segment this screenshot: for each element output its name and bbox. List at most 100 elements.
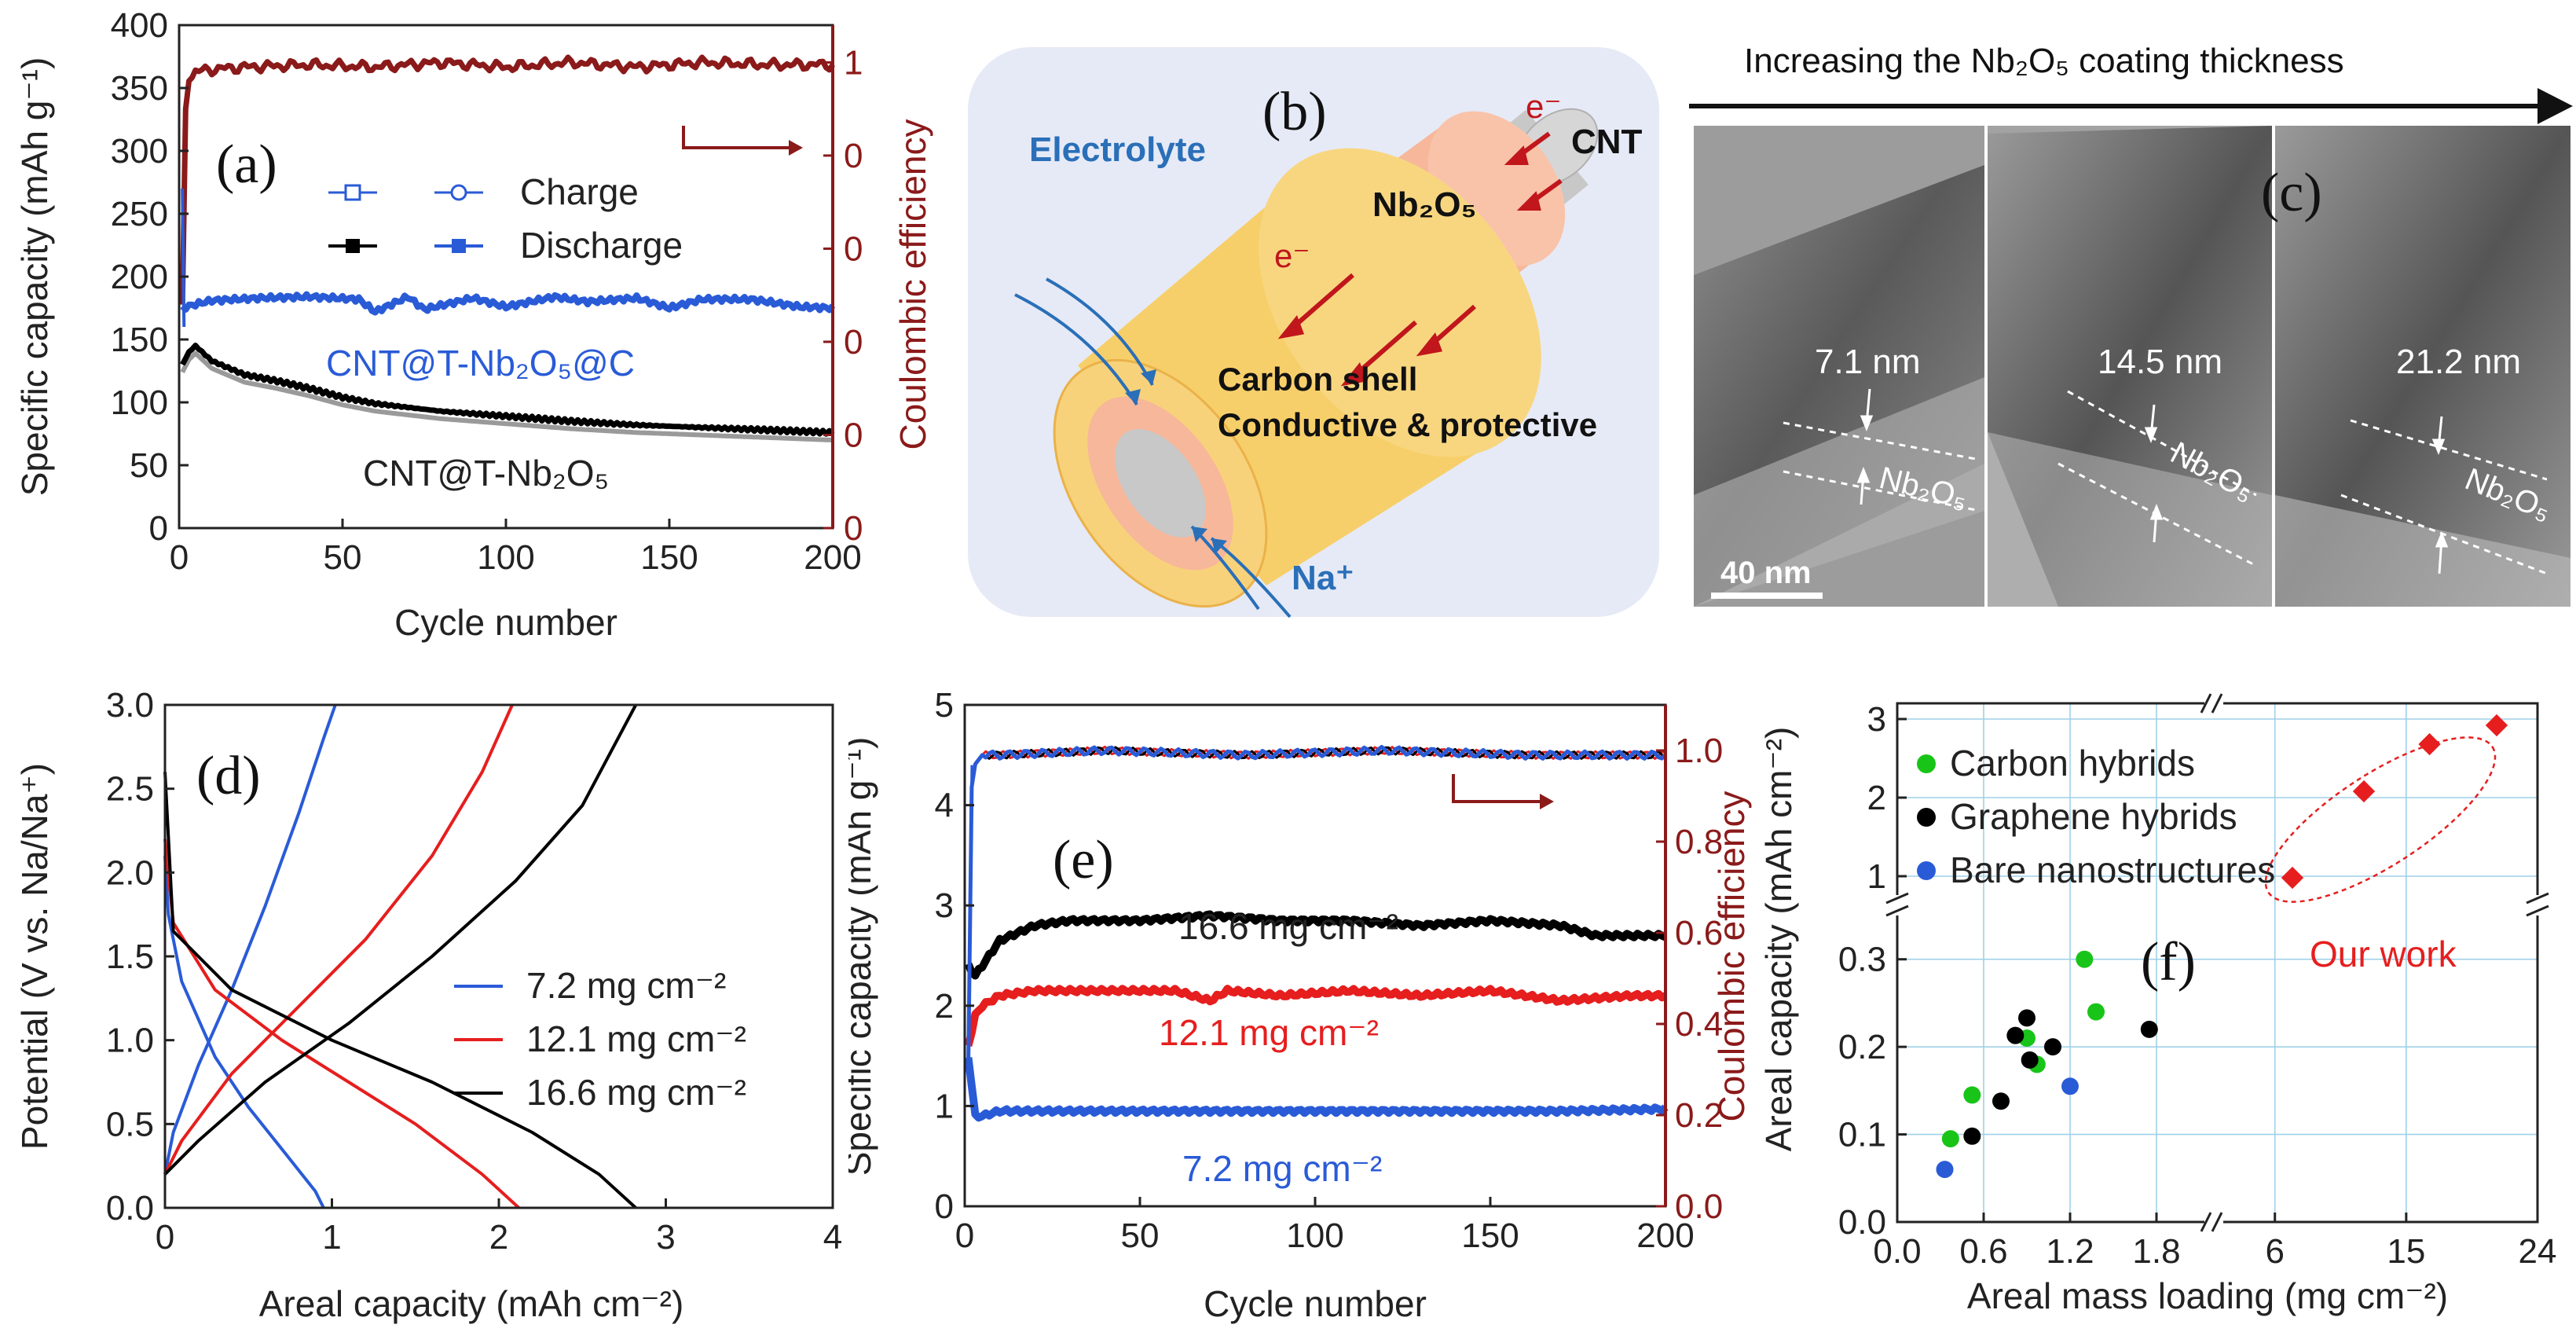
panel-d-xtick-label: 3 xyxy=(656,1218,675,1257)
electrolyte-label: Electrolyte xyxy=(1029,130,1206,169)
legend-charge-marker-1 xyxy=(344,184,361,201)
panel-a-ylabel: Specific capacity (mAh g⁻¹) xyxy=(14,57,55,497)
panel-d-xtick-label: 1 xyxy=(322,1218,341,1257)
panel-e-series-1 xyxy=(964,985,1668,1047)
legend-carbon-marker xyxy=(1917,754,1936,773)
nb2o5-label: Nb₂O₅ xyxy=(1372,185,1477,224)
panel-f-xtick-label: 1.2 xyxy=(2046,1232,2094,1271)
panel-f-our-work-point xyxy=(2485,714,2508,737)
panel-e-ytick-right-label: 0.6 xyxy=(1675,914,1723,952)
tem-thickness-2: 14.5 nm xyxy=(2098,343,2222,381)
panel-f-xlabel: Areal mass loading (mg cm⁻²) xyxy=(1967,1275,2448,1316)
panel-e-arrow-head xyxy=(1540,794,1554,809)
panel-e-label: (e) xyxy=(1053,830,1114,890)
panel-f-point-1 xyxy=(2140,1020,2158,1038)
panel-f-ytick-label: 2 xyxy=(1867,779,1886,817)
panel-d-series-1 xyxy=(163,704,337,1175)
panel-a-ticks: 0 50 100 150 200 0 50 100 150 200 250 300 350 400 0.0 0… xyxy=(111,6,864,577)
panel-e-xtick-label: 200 xyxy=(1636,1216,1694,1255)
panel-e-ytick-label: 4 xyxy=(935,787,954,825)
panel-f-ytick-label: 1 xyxy=(1867,857,1886,896)
panel-a-annotation-uncoated: CNT@T-Nb₂O₅ xyxy=(363,453,609,494)
panel-f-point-1 xyxy=(2006,1026,2025,1044)
panel-d-ytick-label: 1.0 xyxy=(106,1022,154,1060)
panel-e-ytick-right-label: 1.0 xyxy=(1675,732,1723,770)
panel-b-diagram: (b) Electrolyte Nb₂O₅ CNT e⁻ e⁻ Carbon s… xyxy=(968,47,1659,618)
electron-label-shell: e⁻ xyxy=(1274,237,1310,274)
panel-e-xlabel: Cycle number xyxy=(1204,1283,1427,1324)
panel-a-ytick-label: 100 xyxy=(111,383,168,422)
panel-a-ytick-label: 0 xyxy=(149,509,168,548)
panel-f-xtick-label: 0.6 xyxy=(1959,1232,2007,1271)
panel-e-ytick-right-label: 0.2 xyxy=(1675,1096,1723,1135)
our-work-ellipse xyxy=(2264,736,2497,903)
legend-12-1-label: 12.1 mg cm⁻² xyxy=(526,1018,746,1059)
legend-7-2-label: 7.2 mg cm⁻² xyxy=(526,965,726,1006)
panel-f-break-mark xyxy=(2200,693,2212,714)
panel-a-xtick-label: 100 xyxy=(477,538,534,577)
panel-f-xtick-label: 15 xyxy=(2387,1232,2425,1271)
panel-e-chart: 0 50 100 150 200 0 1 2 3 4 5 0.0 0.2 0.4 0.6 0.8 1.0 (e)… xyxy=(848,686,1752,1324)
panel-a-legend: Charge Discharge xyxy=(328,171,683,266)
panel-d-ytick-label: 3.0 xyxy=(106,686,154,725)
legend-bare-marker xyxy=(1917,861,1936,880)
panel-a-uncoated-charge-series xyxy=(180,350,834,442)
legend-charge-label: Charge xyxy=(520,171,639,212)
panel-f-legend: Carbon hybrids Graphene hybrids Bare nan… xyxy=(1917,743,2275,890)
panel-a-ytick-label: 300 xyxy=(111,132,168,171)
legend-bare-label: Bare nanostructures xyxy=(1950,849,2275,890)
panel-a-ytick-label: 350 xyxy=(111,69,168,108)
panel-d-series-4 xyxy=(163,772,637,1209)
panel-a-coated-series xyxy=(180,291,836,316)
panel-f-point-2 xyxy=(2061,1077,2079,1095)
panel-d-series-0 xyxy=(163,855,325,1209)
panel-e-ytick-label: 2 xyxy=(935,987,954,1026)
panel-a-ytick-label: 250 xyxy=(111,195,168,233)
panel-e-ytick-label: 1 xyxy=(935,1087,954,1125)
panel-e-ytick-label: 0 xyxy=(935,1187,954,1226)
panel-d-xtick-label: 4 xyxy=(823,1218,842,1257)
cnt-label: CNT xyxy=(1571,123,1643,161)
panel-c-label: (c) xyxy=(2261,163,2322,223)
panel-f-break-mark xyxy=(2526,892,2549,905)
panel-d-ytick-label: 2.5 xyxy=(106,770,154,809)
tem-header: Increasing the Nb₂O₅ coating thickness xyxy=(1744,42,2344,80)
na-ion-label: Na⁺ xyxy=(1292,559,1354,597)
panel-a-right-label: Coulombic efficiency xyxy=(892,119,933,450)
panel-a-ytick-label: 400 xyxy=(111,6,168,45)
panel-d-label: (d) xyxy=(196,746,261,806)
panel-f-point-1 xyxy=(1992,1092,2010,1110)
panel-e-xtick-label: 100 xyxy=(1286,1216,1343,1255)
panel-f-break-mark xyxy=(2200,1212,2212,1232)
panel-f-point-1 xyxy=(1963,1127,1981,1145)
panel-a-plot-area xyxy=(179,54,836,442)
tem-thickness-3: 21.2 nm xyxy=(2396,343,2521,381)
carbon-shell-label: Carbon shell xyxy=(1218,361,1417,398)
panel-e-axes-frame xyxy=(963,703,1667,1208)
panel-f-chart: 0.0 0.6 1.2 1.8 6 15 24 0.0 0.1 0.2 0.3 1 2 3 (f) Are… xyxy=(1758,693,2556,1316)
panel-f-ytick-label: 0.2 xyxy=(1838,1028,1886,1066)
panel-a-annotation-coated: CNT@T-Nb₂O₅@C xyxy=(326,343,635,383)
panel-f-ytick-label: 0.3 xyxy=(1838,941,1886,979)
panel-d-chart: 0 1 2 3 4 0.0 0.5 1.0 1.5 2.0 2.5 3.0 (d) Areal cap… xyxy=(14,686,842,1324)
panel-d-ticks: 0 1 2 3 4 0.0 0.5 1.0 1.5 2.0 2.5 3.0 xyxy=(106,686,842,1257)
panel-a-ylabel-right-text: Coulombic efficiency xyxy=(892,119,933,450)
panel-e-ytick-label: 3 xyxy=(935,886,954,925)
panel-d-series-2 xyxy=(163,838,520,1209)
panel-d-ytick-label: 1.5 xyxy=(106,938,154,976)
panel-a-label: (a) xyxy=(216,134,277,195)
panel-f-break-mark xyxy=(2211,693,2223,714)
panel-a-ytick-right-label: 0.8 xyxy=(844,137,864,175)
panel-d-ytick-label: 0.5 xyxy=(106,1105,154,1143)
panel-b-label: (b) xyxy=(1262,82,1327,142)
panel-d-xtick-label: 2 xyxy=(489,1218,508,1257)
legend-discharge-label: Discharge xyxy=(520,225,683,266)
panel-e-ylabel-right: Coulombic efficiency xyxy=(1711,791,1752,1121)
panel-e-series-0 xyxy=(964,910,1667,980)
panel-e-ticks: 0 50 100 150 200 0 1 2 3 4 5 0.0 0.2 0.4 0.6 0.8 1.0 xyxy=(935,686,1724,1255)
panel-a-arrow-head xyxy=(789,140,803,156)
panel-d-ytick-label: 0.0 xyxy=(106,1189,154,1227)
panel-d-xtick-label: 0 xyxy=(156,1218,174,1257)
panel-f-point-1 xyxy=(2044,1038,2061,1056)
panel-d-xlabel: Areal capacity (mAh cm⁻²) xyxy=(259,1283,684,1324)
